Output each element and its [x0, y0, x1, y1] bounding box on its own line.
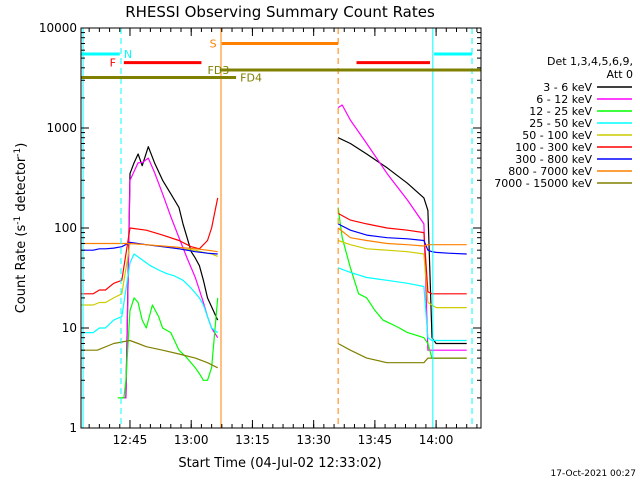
- state-bar-label-5: FD3: [208, 64, 230, 77]
- legend-label-1: 6 - 12 keV: [536, 93, 592, 106]
- x-axis: 12:45 13:00 13:15 13:30 13:45 14:00: [88, 28, 478, 447]
- state-bar-label-2: S: [210, 37, 217, 50]
- series-layer: [81, 104, 467, 399]
- legend-label-5: 100 - 300 keV: [515, 141, 592, 154]
- x-tick-label-5: 14:00: [419, 433, 454, 447]
- x-tick-label-3: 13:30: [296, 433, 331, 447]
- x-tick-label-2: 13:15: [235, 433, 270, 447]
- y-axis-label-suffix: ): [14, 143, 29, 148]
- state-bar-label-3: F: [110, 57, 116, 70]
- series-line-3: [81, 253, 467, 342]
- legend-label-6: 300 - 800 keV: [515, 153, 592, 166]
- legend-label-7: 800 - 7000 keV: [508, 165, 592, 178]
- y-axis-label-prefix: Count Rate (s: [14, 225, 29, 314]
- y-axis-label: Count Rate (s-1 detector-1): [13, 143, 29, 314]
- legend-label-2: 12 - 25 keV: [529, 105, 592, 118]
- y-axis-label-exp1: -1: [13, 216, 23, 225]
- state-bars-layer: N S F FD3 FD4: [81, 37, 481, 84]
- series-line-7: [81, 227, 467, 253]
- legend-header-line2: Att 0: [607, 68, 633, 81]
- series-line-6: [81, 223, 467, 255]
- x-tick-label-0: 12:45: [113, 433, 148, 447]
- y-axis: 1 10 100 1000 10000: [39, 21, 481, 435]
- series-line-0: [123, 137, 467, 399]
- y-tick-label-2: 100: [54, 221, 77, 235]
- series-line-8: [81, 339, 467, 369]
- series-line-5: [81, 197, 467, 295]
- plot-area: N S F FD3 FD4: [81, 28, 481, 428]
- chart-title: RHESSI Observing Summary Count Rates: [125, 3, 435, 21]
- y-tick-label-3: 1000: [46, 121, 77, 135]
- series-line-1: [121, 104, 467, 399]
- legend-header-line1: Det 1,3,4,5,6,9,: [547, 55, 633, 68]
- y-tick-label-1: 10: [62, 321, 77, 335]
- markers-layer: [82, 28, 473, 428]
- x-tick-label-1: 13:00: [174, 433, 209, 447]
- y-axis-label-mid: detector: [14, 156, 29, 216]
- state-bar-label-0: N: [124, 48, 132, 61]
- x-tick-label-4: 13:45: [358, 433, 393, 447]
- legend-label-0: 3 - 6 keV: [543, 81, 592, 94]
- legend-label-4: 50 - 100 keV: [522, 129, 592, 142]
- y-tick-label-4: 10000: [39, 21, 77, 35]
- state-bar-label-6: FD4: [240, 71, 262, 84]
- y-tick-label-0: 1: [69, 421, 77, 435]
- footer-date: 17-Oct-2021 00:27: [551, 469, 636, 479]
- y-axis-label-exp2: -1: [13, 148, 23, 157]
- x-axis-label: Start Time (04-Jul-02 12:33:02): [178, 456, 381, 471]
- legend-label-3: 25 - 50 keV: [529, 117, 592, 130]
- legend-label-8: 7000 - 15000 keV: [494, 177, 592, 190]
